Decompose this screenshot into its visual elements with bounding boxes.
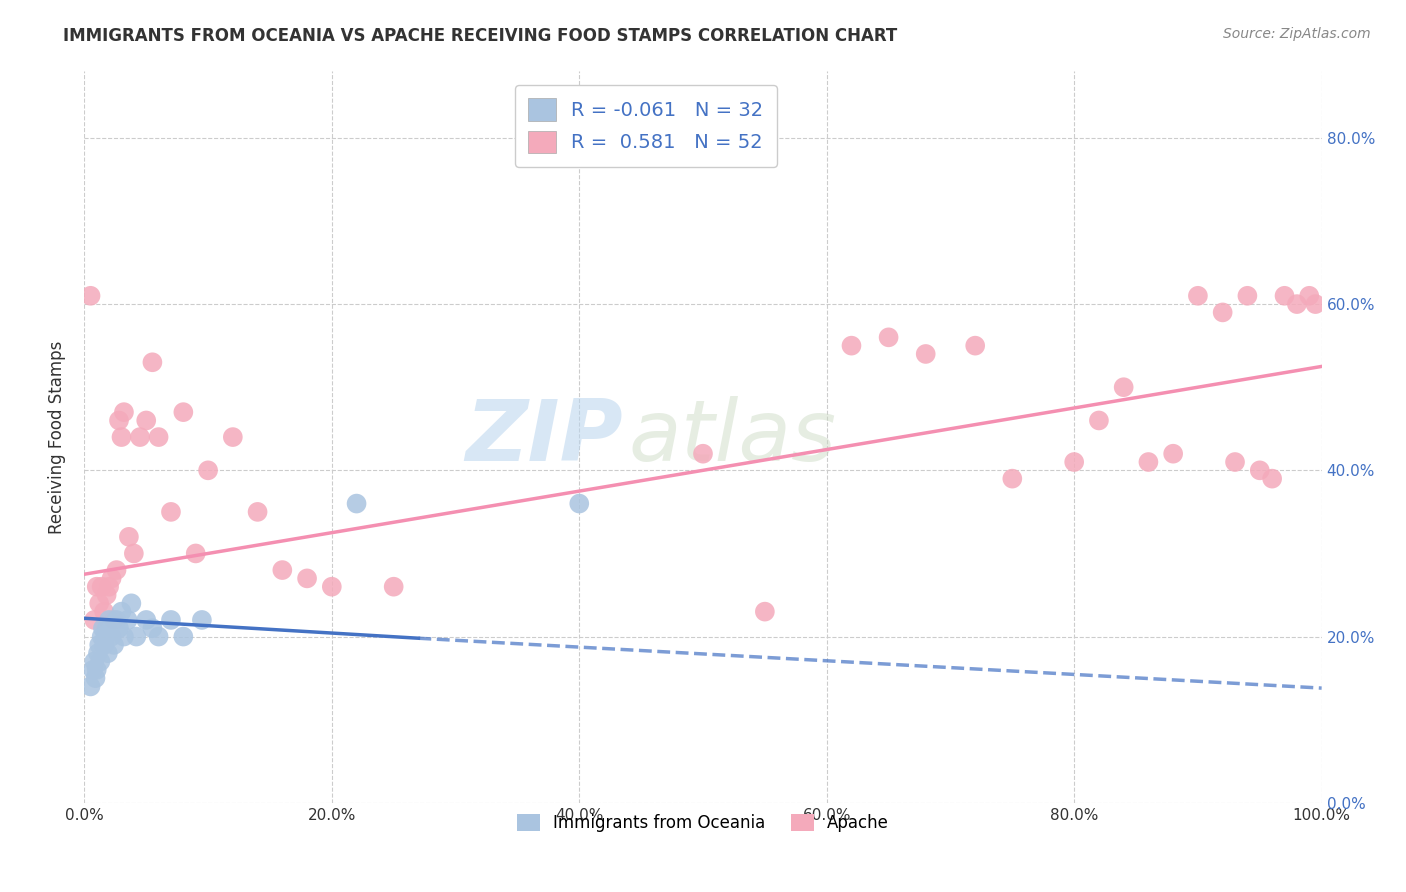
Point [108,621,131,635]
Point [83,655,105,669]
Point [246,505,269,519]
Point [100,571,122,585]
Point [93,605,115,619]
Point [1236,289,1258,303]
Point [197,463,219,477]
Point [141,621,163,635]
Point [172,405,194,419]
Point [1001,472,1024,486]
Point [120,596,142,610]
Point [295,571,318,585]
Point [160,613,183,627]
Point [108,413,131,427]
Point [1063,455,1085,469]
Point [86,580,108,594]
Point [96,588,118,602]
Point [96,621,118,635]
Text: IMMIGRANTS FROM OCEANIA VS APACHE RECEIVING FOOD STAMPS CORRELATION CHART: IMMIGRANTS FROM OCEANIA VS APACHE RECEIV… [63,27,897,45]
Point [97,646,120,660]
Point [1305,297,1327,311]
Point [1187,289,1209,303]
Point [841,338,863,352]
Point [79,680,101,694]
Point [98,580,121,594]
Point [1249,463,1271,477]
Legend: Immigrants from Oceania, Apache: Immigrants from Oceania, Apache [510,807,896,838]
Point [84,671,107,685]
Point [103,613,125,627]
Point [112,405,135,419]
Point [89,596,111,610]
Point [1298,289,1320,303]
Point [965,338,987,352]
Point [914,347,936,361]
Point [122,546,145,560]
Point [100,630,122,644]
Point [1088,413,1111,427]
Point [117,613,139,627]
Point [1112,380,1135,394]
Point [148,430,170,444]
Point [94,630,117,644]
Y-axis label: Receiving Food Stamps: Receiving Food Stamps [48,341,66,533]
Point [184,546,207,560]
Point [125,630,148,644]
Point [89,655,111,669]
Point [1137,455,1160,469]
Point [141,355,163,369]
Point [79,289,101,303]
Point [160,505,183,519]
Point [129,430,152,444]
Point [112,630,135,644]
Point [1285,297,1308,311]
Point [86,663,108,677]
Point [222,430,245,444]
Point [110,605,132,619]
Point [1212,305,1234,319]
Point [271,563,294,577]
Point [105,613,128,627]
Point [148,630,170,644]
Point [692,447,714,461]
Point [568,497,591,511]
Point [135,613,157,627]
Text: atlas: atlas [628,395,837,479]
Point [87,646,110,660]
Point [105,563,128,577]
Point [83,613,105,627]
Point [1161,447,1184,461]
Point [754,605,776,619]
Point [98,613,121,627]
Point [90,630,112,644]
Point [877,330,900,344]
Point [1223,455,1246,469]
Point [346,497,368,511]
Point [118,530,141,544]
Point [1274,289,1296,303]
Point [110,430,132,444]
Point [382,580,405,594]
Point [172,630,194,644]
Point [321,580,343,594]
Point [90,580,112,594]
Text: Source: ZipAtlas.com: Source: ZipAtlas.com [1223,27,1371,41]
Point [1261,472,1284,486]
Point [135,413,157,427]
Point [91,621,114,635]
Point [191,613,214,627]
Point [82,663,104,677]
Text: ZIP: ZIP [465,395,623,479]
Point [93,638,115,652]
Point [89,638,111,652]
Point [103,638,125,652]
